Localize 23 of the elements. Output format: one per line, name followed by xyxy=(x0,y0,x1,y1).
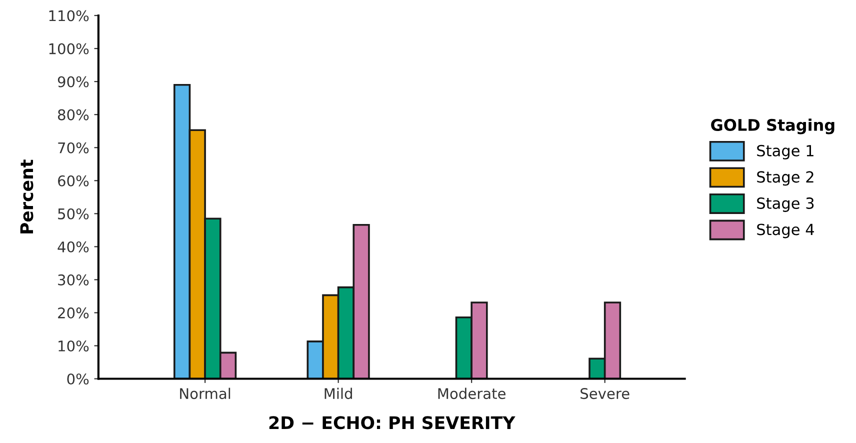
y-tick-label: 0% xyxy=(67,373,89,385)
y-axis-title: Percent xyxy=(20,160,34,234)
legend-label: Stage 1 xyxy=(757,144,814,160)
legend-label: Stage 4 xyxy=(757,224,814,238)
y-tick-label: 100% xyxy=(49,43,89,54)
x-tick-label: Severe xyxy=(580,388,630,400)
y-tick-label: 110% xyxy=(49,10,89,22)
legend-title: GOLD Staging xyxy=(711,118,834,134)
y-tick-label: 60% xyxy=(58,175,89,186)
y-tick-label: 80% xyxy=(58,109,89,120)
y-tick-label: 50% xyxy=(58,208,89,220)
x-tick-label: Mild xyxy=(324,388,352,400)
legend-label: Stage 2 xyxy=(757,171,814,186)
y-tick-label: 20% xyxy=(58,307,89,318)
y-tick-label: 90% xyxy=(58,76,89,88)
y-tick-label: 30% xyxy=(58,274,89,286)
y-tick-label: 40% xyxy=(58,241,89,252)
x-tick-label: Normal xyxy=(180,388,230,400)
legend-label: Stage 3 xyxy=(757,197,814,212)
x-tick-label: Moderate xyxy=(438,388,506,400)
y-tick-label: 10% xyxy=(58,340,89,352)
x-axis-title: 2D − ECHO: PH SEVERITY xyxy=(269,416,516,430)
y-tick-label: 70% xyxy=(58,142,89,154)
